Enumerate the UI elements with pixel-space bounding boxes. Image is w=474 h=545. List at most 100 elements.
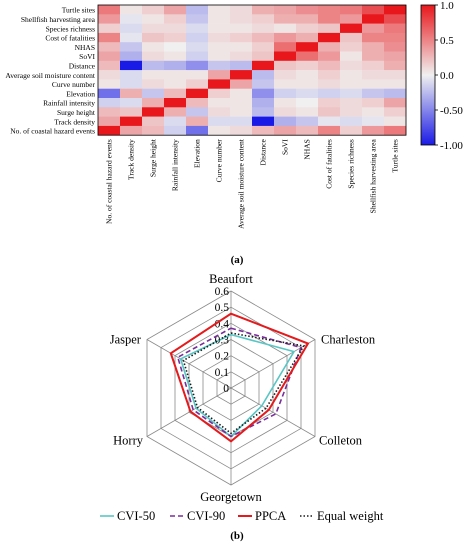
- heatmap-cell-sovi-sovi: [274, 51, 297, 62]
- heatmap-cell-surge-height-no-of-coastal-hazard-events: [98, 107, 121, 117]
- heatmap-cell-track-density-species-richness: [340, 116, 363, 127]
- heatmap-cell-shellfish-harvesting-area-nhas: [296, 14, 319, 24]
- col-label-surge-height: Surge height: [149, 138, 158, 177]
- heatmap-cell-track-density-shellfish-harvesting-area: [362, 116, 385, 127]
- heatmap-cell-curve-number-sovi: [274, 79, 297, 89]
- legend-label-cvi-50: CVI-50: [117, 509, 155, 523]
- heatmap-cell-turtle-sites-surge-height: [142, 5, 165, 15]
- radar-axis-label-colleton: Colleton: [319, 434, 363, 448]
- heatmap-cell-sovi-rainfall-intensity: [164, 51, 187, 62]
- heatmap-cell-species-richness-shellfish-harvesting-area: [362, 23, 385, 34]
- heatmap-cell-cost-of-fatalities-species-richness: [340, 32, 363, 43]
- row-label-species-richness: Species richness: [46, 24, 95, 33]
- radar-tick-label: 0: [223, 383, 229, 395]
- heatmap-cell-sovi-curve-number: [208, 51, 231, 62]
- heatmap-cell-species-richness-turtle-sites: [384, 23, 407, 34]
- heatmap-cell-no-of-coastal-hazard-events-distance: [252, 125, 275, 136]
- heatmap-cell-rainfall-intensity-nhas: [296, 98, 319, 108]
- row-label-surge-height: Surge height: [57, 108, 96, 117]
- heatmap-cell-no-of-coastal-hazard-events-curve-number: [208, 125, 231, 136]
- heatmap-cell-turtle-sites-curve-number: [208, 5, 231, 15]
- heatmap-cell-nhas-distance: [252, 42, 275, 52]
- heatmap-cell-rainfall-intensity-cost-of-fatalities: [318, 98, 341, 108]
- heatmap-cell-track-density-distance: [252, 116, 275, 127]
- heatmap-cell-elevation-curve-number: [208, 88, 231, 99]
- row-label-rainfall-intensity: Rainfall intensity: [43, 99, 95, 108]
- heatmap-cell-turtle-sites-shellfish-harvesting-area: [362, 5, 385, 15]
- heatmap-cell-track-density-track-density: [120, 116, 143, 127]
- heatmap-cell-curve-number-track-density: [120, 79, 143, 89]
- heatmap-cell-curve-number-average-soil-moisture-content: [230, 79, 253, 89]
- row-label-average-soil-moisture-content: Average soil moisture content: [5, 71, 96, 80]
- heatmap-cell-average-soil-moisture-content-sovi: [274, 70, 297, 80]
- heatmap-cell-distance-surge-height: [142, 60, 165, 71]
- heatmap-cell-no-of-coastal-hazard-events-average-soil-moisture-content: [230, 125, 253, 136]
- heatmap-cell-cost-of-fatalities-nhas: [296, 32, 319, 43]
- heatmap-cell-rainfall-intensity-species-richness: [340, 98, 363, 108]
- heatmap-cell-surge-height-cost-of-fatalities: [318, 107, 341, 117]
- heatmap-cell-distance-rainfall-intensity: [164, 60, 187, 71]
- heatmap-cell-distance-no-of-coastal-hazard-events: [98, 60, 121, 71]
- heatmap-cell-elevation-turtle-sites: [384, 88, 407, 99]
- heatmap-cell-curve-number-turtle-sites: [384, 79, 407, 89]
- heatmap-cell-cost-of-fatalities-shellfish-harvesting-area: [362, 32, 385, 43]
- heatmap-cell-distance-turtle-sites: [384, 60, 407, 71]
- heatmap-cell-average-soil-moisture-content-no-of-coastal-hazard-events: [98, 70, 121, 80]
- colorbar-tick-label: -1.00: [440, 140, 463, 152]
- heatmap-cell-shellfish-harvesting-area-species-richness: [340, 14, 363, 24]
- heatmap-cell-curve-number-curve-number: [208, 79, 231, 89]
- heatmap-cell-elevation-nhas: [296, 88, 319, 99]
- heatmap-cell-turtle-sites-cost-of-fatalities: [318, 5, 341, 15]
- col-label-track-density: Track density: [127, 139, 136, 180]
- colorbar: 1.0 0.5 0.0 -0.50 -1.00: [420, 0, 463, 152]
- heatmap-cell-surge-height-track-density: [120, 107, 143, 117]
- heatmap-cell-species-richness-sovi: [274, 23, 297, 34]
- heatmap-cell-average-soil-moisture-content-surge-height: [142, 70, 165, 80]
- heatmap-cell-nhas-turtle-sites: [384, 42, 407, 52]
- heatmap-cell-sovi-shellfish-harvesting-area: [362, 51, 385, 62]
- heatmap-cell-rainfall-intensity-shellfish-harvesting-area: [362, 98, 385, 108]
- heatmap-cell-nhas-nhas: [296, 42, 319, 52]
- heatmap-cell-turtle-sites-nhas: [296, 5, 319, 15]
- heatmap-cell-surge-height-nhas: [296, 107, 319, 117]
- row-label-sovi: SoVI: [79, 52, 95, 61]
- heatmap-cell-rainfall-intensity-distance: [252, 98, 275, 108]
- heatmap-cell-distance-shellfish-harvesting-area: [362, 60, 385, 71]
- radar-axis-label-charleston: Charleston: [321, 333, 376, 347]
- heatmap-cell-track-density-elevation: [186, 116, 209, 127]
- heatmap-cell-elevation-cost-of-fatalities: [318, 88, 341, 99]
- heatmap-cell-sovi-track-density: [120, 51, 143, 62]
- radar-spoke: [230, 387, 316, 437]
- radar-tick-label: 0.6: [215, 286, 230, 298]
- heatmap-cell-species-richness-track-density: [120, 23, 143, 34]
- heatmap-cell-rainfall-intensity-elevation: [186, 98, 209, 108]
- heatmap-cell-distance-species-richness: [340, 60, 363, 71]
- heatmap-cell-surge-height-rainfall-intensity: [164, 107, 187, 117]
- heatmap-cell-no-of-coastal-hazard-events-no-of-coastal-hazard-events: [98, 125, 121, 136]
- col-label-average-soil-moisture-content: Average soil moisture content: [237, 138, 246, 229]
- radar-series-ppca: [169, 312, 310, 443]
- radar-axis-label-horry: Horry: [113, 434, 144, 448]
- row-label-cost-of-fatalities: Cost of fatalities: [45, 34, 95, 43]
- heatmap-cell-average-soil-moisture-content-rainfall-intensity: [164, 70, 187, 80]
- heatmap-cell-cost-of-fatalities-turtle-sites: [384, 32, 407, 43]
- heatmap-cell-elevation-no-of-coastal-hazard-events: [98, 88, 121, 99]
- heatmap-cell-shellfish-harvesting-area-surge-height: [142, 14, 165, 24]
- col-label-distance: Distance: [259, 139, 268, 166]
- heatmap-cell-surge-height-curve-number: [208, 107, 231, 117]
- heatmap-cell-elevation-sovi: [274, 88, 297, 99]
- heatmap-cell-cost-of-fatalities-cost-of-fatalities: [318, 32, 341, 43]
- panel-label-a: (a): [231, 254, 244, 266]
- heatmap-cell-elevation-surge-height: [142, 88, 165, 99]
- heatmap-cell-nhas-no-of-coastal-hazard-events: [98, 42, 121, 52]
- heatmap-cell-rainfall-intensity-sovi: [274, 98, 297, 108]
- heatmap-cell-elevation-average-soil-moisture-content: [230, 88, 253, 99]
- heatmap-cell-turtle-sites-species-richness: [340, 5, 363, 15]
- colorbar-tick-label: 0.5: [440, 35, 454, 47]
- heatmap-cell-surge-height-species-richness: [340, 107, 363, 117]
- heatmap-cell-shellfish-harvesting-area-distance: [252, 14, 275, 24]
- heatmap-cell-sovi-no-of-coastal-hazard-events: [98, 51, 121, 62]
- heatmap-cell-sovi-average-soil-moisture-content: [230, 51, 253, 62]
- heatmap-cell-cost-of-fatalities-no-of-coastal-hazard-events: [98, 32, 121, 43]
